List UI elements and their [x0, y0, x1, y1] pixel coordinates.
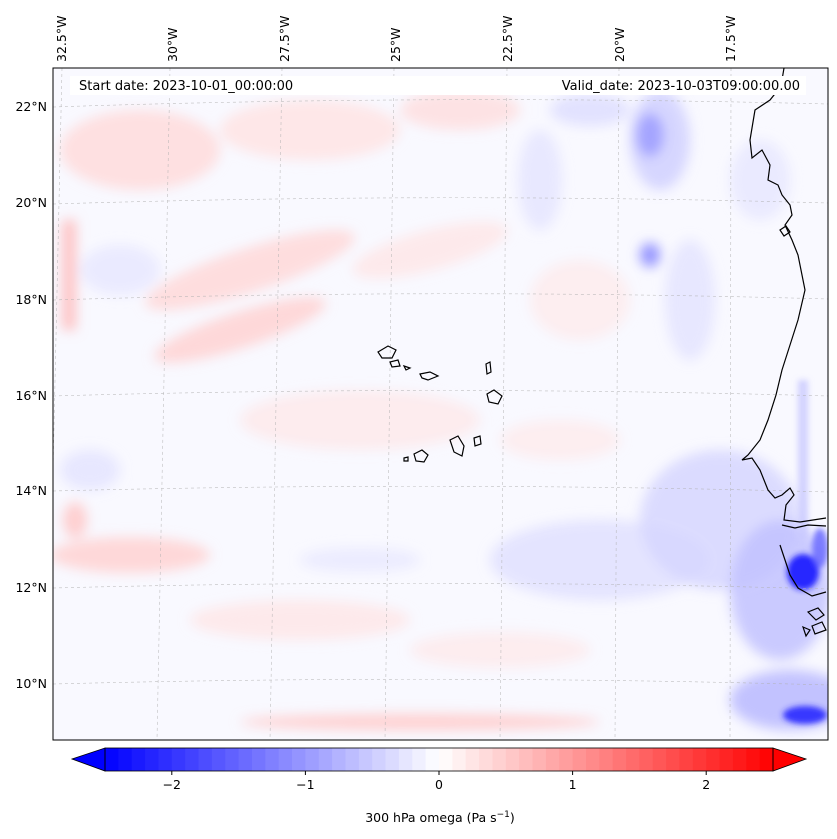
colorbar-tick-label: 1: [569, 777, 577, 792]
gridlines: [53, 68, 828, 740]
colorbar-band: [251, 748, 266, 771]
colorbar-band: [545, 748, 560, 771]
colorbar-band: [105, 748, 119, 771]
colorbar-band: [425, 748, 440, 771]
colorbar-band: [519, 748, 534, 771]
lon-label: 27.5°W: [277, 16, 292, 62]
omega-field: [53, 68, 828, 740]
colorbar-tick-label: −1: [296, 777, 314, 792]
colorbar-band: [585, 748, 600, 771]
lon-label: 25°W: [388, 27, 403, 62]
colorbar-band: [265, 748, 280, 771]
colorbar-band: [332, 748, 347, 771]
colorbar-band: [639, 748, 654, 771]
colorbar: −2 −1 0 1 2 300 hPa omega (Pa s−1): [70, 747, 808, 825]
colorbar-band: [679, 748, 694, 771]
colorbar-band: [412, 748, 427, 771]
colorbar-band: [278, 748, 293, 771]
colorbar-band: [439, 748, 453, 771]
colorbar-band: [305, 748, 320, 771]
colorbar-band: [465, 748, 480, 771]
colorbar-band: [211, 748, 226, 771]
colorbar-band: [612, 748, 627, 771]
lon-label: 32.5°W: [54, 16, 69, 62]
colorbar-tick-label: −2: [163, 777, 181, 792]
lat-label: 20°N: [15, 195, 47, 210]
colorbar-band: [292, 748, 306, 771]
header-band: [70, 76, 806, 95]
lat-label: 16°N: [15, 388, 47, 403]
colorbar-band: [719, 748, 734, 771]
colorbar-band: [358, 748, 373, 771]
colorbar-extend-min: [70, 747, 106, 772]
valid-date-label: Valid_date: 2023-10-03T09:00:00.00: [562, 79, 800, 94]
colorbar-band: [185, 748, 200, 771]
colorbar-band: [692, 748, 707, 771]
colorbar-band: [225, 748, 240, 771]
colorbar-band: [599, 748, 614, 771]
colorbar-extend-max: [772, 747, 808, 772]
colorbar-band: [398, 748, 413, 771]
colorbar-tick-label: 2: [702, 777, 710, 792]
colorbar-band: [345, 748, 360, 771]
colorbar-ticks: −2 −1 0 1 2: [163, 771, 710, 792]
colorbar-band: [666, 748, 681, 771]
map-frame: [52, 67, 829, 741]
lon-label: 17.5°W: [723, 16, 738, 62]
colorbar-band: [238, 748, 253, 771]
colorbar-label: 300 hPa omega (Pa s−1): [365, 810, 515, 825]
start-date-label: Start date: 2023-10-01_00:00:00: [79, 79, 293, 94]
colorbar-band: [505, 748, 520, 771]
lon-label: 22.5°W: [500, 16, 515, 62]
colorbar-band: [572, 748, 587, 771]
colorbar-band: [626, 748, 640, 771]
colorbar-band: [318, 748, 333, 771]
colorbar-band: [372, 748, 387, 771]
colorbar-band: [385, 748, 400, 771]
colorbar-bands: [105, 748, 774, 771]
colorbar-band: [706, 748, 721, 771]
colorbar-band: [559, 748, 574, 771]
colorbar-band: [759, 748, 774, 771]
colorbar-band: [198, 748, 213, 771]
lat-label: 14°N: [15, 483, 47, 498]
colorbar-band: [746, 748, 761, 771]
colorbar-band: [452, 748, 467, 771]
colorbar-band: [492, 748, 507, 771]
coastline: [741, 68, 827, 638]
colorbar-band: [171, 748, 186, 771]
colorbar-band: [532, 748, 547, 771]
latitude-labels: 22°N 20°N 18°N 16°N 14°N 12°N 10°N: [15, 99, 47, 691]
lat-label: 10°N: [15, 676, 47, 691]
cape-verde-islands: [377, 345, 503, 463]
colorbar-band: [145, 748, 160, 771]
longitude-labels: 32.5°W 30°W 27.5°W 25°W 22.5°W 20°W 17.5…: [54, 16, 738, 62]
colorbar-tick-label: 0: [435, 777, 443, 792]
colorbar-band: [158, 748, 173, 771]
lat-label: 22°N: [15, 99, 47, 114]
colorbar-band: [732, 748, 747, 771]
colorbar-band: [479, 748, 494, 771]
colorbar-band: [118, 748, 133, 771]
colorbar-band: [131, 748, 146, 771]
colorbar-band: [652, 748, 667, 771]
lat-label: 12°N: [15, 580, 47, 595]
lat-label: 18°N: [15, 292, 47, 307]
lon-label: 20°W: [612, 27, 627, 62]
lon-label: 30°W: [165, 27, 180, 62]
